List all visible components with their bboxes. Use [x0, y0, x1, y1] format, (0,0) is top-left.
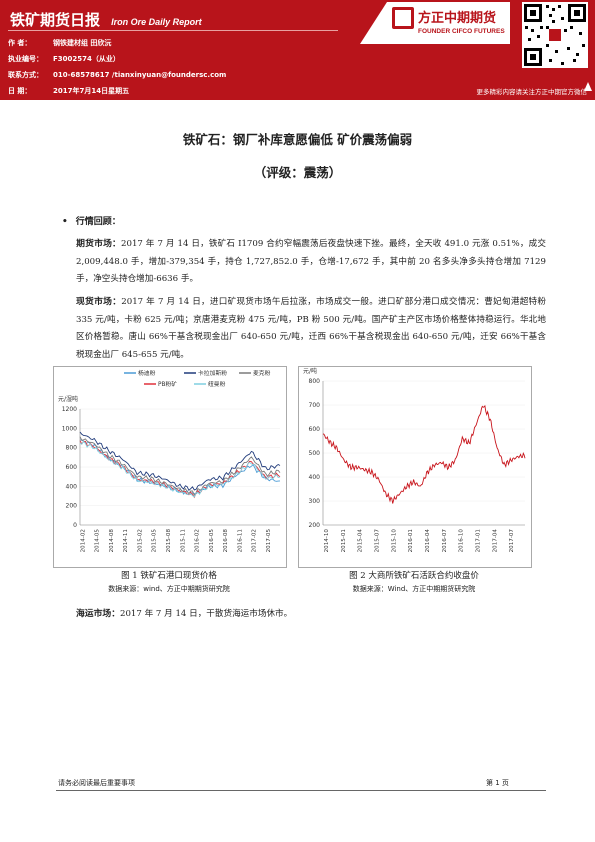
x-tick-label: 2017-04 [492, 529, 498, 553]
x-tick-label: 2015-01 [341, 529, 347, 553]
futures-text: 2017 年 7 月 14 日，铁矿石 I1709 合约窄幅震荡后夜盘快速下挫。… [76, 239, 546, 284]
y-tick-label: 800 [66, 445, 78, 452]
company-logo: 方正中期期货 FOUNDER CIFCO FUTURES [360, 2, 510, 44]
spot-paragraph: 现货市场：2017 年 7 月 14 日，进口矿现货市场午后拉涨，市场成交一般。… [76, 294, 546, 364]
report-title: 铁矿期货日报 [10, 11, 101, 29]
x-tick-label: 2014-02 [80, 529, 86, 552]
series-line [322, 404, 526, 504]
contact-line: 联系方式： 010-68578617 /tianxinyuan@foundersc… [8, 71, 227, 79]
x-tick-label: 2017-01 [476, 529, 482, 553]
x-tick-label: 2015-05 [152, 529, 158, 553]
y-tick-label: 700 [309, 402, 321, 409]
page-number: 第 1 页 [486, 779, 509, 787]
series-line [79, 431, 281, 492]
rating-label: （评级：震荡） [253, 165, 342, 180]
x-tick-label: 2015-04 [358, 529, 364, 553]
series-line [79, 440, 281, 498]
x-tick-label: 2015-02 [137, 529, 143, 552]
x-tick-label: 2014-05 [95, 529, 101, 553]
x-tick-label: 2017-02 [252, 529, 258, 552]
x-tick-label: 2017-07 [509, 529, 515, 553]
shipping-text: 2017 年 7 月 14 日，干散货海运市场休市。 [120, 609, 293, 619]
legend-label: 杨迪粉 [138, 369, 156, 377]
author-line: 作 者： 钢铁建材组 田欣沅 [8, 39, 112, 47]
footer-disclaimer: 请务必阅读最后重要事项 [58, 779, 135, 787]
x-tick-label: 2016-10 [459, 529, 465, 553]
subscribe-note: 更多精彩内容请关注方正中期官方微信 [476, 88, 588, 96]
figure2-caption: 图 2 大商所铁矿石活跃合约收盘价 [349, 571, 479, 581]
x-tick-label: 2016-04 [425, 529, 431, 553]
x-tick-label: 2015-08 [166, 529, 172, 553]
x-tick-label: 2015-07 [375, 529, 381, 553]
spot-label: 现货市场： [76, 297, 122, 307]
series-line [79, 436, 281, 496]
x-tick-label: 2016-08 [223, 529, 229, 553]
y-axis-title: 元/湿吨 [58, 395, 78, 403]
x-tick-label: 2017-05 [266, 529, 272, 553]
article-title: 铁矿石：钢厂补库意愿偏低 矿价震荡偏弱 [182, 132, 413, 147]
chart2-svg: 元/吨 200 300 400 500 600 700 800 2014-10 2015-01 20… [303, 367, 526, 553]
y-axis-title: 元/吨 [303, 367, 317, 375]
figure2-source: 数据来源：Wind、方正中期期货研究院 [352, 585, 476, 593]
x-tick-label: 2015-11 [180, 529, 186, 553]
x-tick-label: 2016-02 [195, 529, 201, 552]
date-line: 日 期： 2017年7月14日星期五 [8, 87, 130, 95]
x-tick-label: 2014-11 [123, 529, 129, 553]
y-tick-label: 200 [66, 503, 78, 510]
x-tick-label: 2015-10 [391, 529, 397, 553]
y-tick-label: 400 [66, 483, 78, 490]
qr-code-icon [522, 2, 588, 68]
x-tick-label: 2014-10 [324, 529, 330, 553]
chart1-svg: 元/湿吨 0 200 400 600 800 1000 1200 2014-02 2014-05 2… [58, 369, 281, 553]
y-tick-label: 500 [309, 450, 321, 457]
y-tick-label: 0 [73, 522, 77, 529]
y-tick-label: 1200 [62, 406, 77, 413]
report-title-en: Iron Ore Daily Report [111, 17, 202, 27]
logo-text-en: FOUNDER CIFCO FUTURES [418, 28, 505, 35]
futures-paragraph: 期货市场：2017 年 7 月 14 日，铁矿石 I1709 合约窄幅震荡后夜盘… [76, 236, 546, 289]
header-divider [8, 30, 338, 31]
x-tick-label: 2016-05 [209, 529, 215, 553]
y-tick-label: 600 [66, 464, 78, 471]
chart-port-spot-price: 元/湿吨 0 200 400 600 800 1000 1200 2014-02 2014-05 2… [53, 366, 287, 568]
figure1-caption: 图 1 铁矿石港口现货价格 [121, 571, 217, 581]
header-title-block: 铁矿期货日报 Iron Ore Daily Report [10, 9, 202, 30]
y-tick-label: 300 [309, 498, 321, 505]
logo-mark-icon [392, 7, 414, 29]
figure1-source: 数据来源：wind、方正中期期货研究院 [108, 585, 230, 593]
shipping-label: 海运市场： [76, 609, 120, 619]
section-heading: • 行情回顾： [62, 217, 121, 227]
spot-text: 2017 年 7 月 14 日，进口矿现货市场午后拉涨，市场成交一般。进口矿部分… [76, 297, 546, 360]
footer-divider [56, 790, 546, 791]
x-tick-label: 2014-08 [109, 529, 115, 553]
header-banner: 铁矿期货日报 Iron Ore Daily Report 作 者： 钢铁建材组 田… [0, 0, 595, 100]
legend-label: PB粉矿 [158, 380, 177, 388]
up-arrow-icon [584, 82, 592, 91]
shipping-paragraph: 海运市场：2017 年 7 月 14 日，干散货海运市场休市。 [76, 606, 546, 624]
license-line: 执业编号： F3002574（从业） [8, 55, 120, 63]
futures-label: 期货市场： [76, 239, 122, 249]
bullet-icon: • [62, 217, 68, 227]
legend-label: 纽曼粉 [208, 380, 226, 388]
chart-dce-contract-price: 元/吨 200 300 400 500 600 700 800 2014-10 2015-01 20… [298, 366, 532, 568]
y-tick-label: 200 [309, 522, 321, 529]
legend-label: 麦克粉 [253, 369, 271, 377]
y-tick-label: 600 [309, 426, 321, 433]
x-tick-label: 2016-01 [408, 529, 414, 553]
x-tick-label: 2016-11 [237, 529, 243, 553]
y-tick-label: 400 [309, 474, 321, 481]
y-tick-label: 1000 [62, 425, 77, 432]
legend-label: 卡拉加斯粉 [198, 369, 227, 377]
logo-text-cn: 方正中期期货 [418, 11, 497, 26]
x-tick-label: 2016-07 [442, 529, 448, 553]
y-tick-label: 800 [309, 378, 321, 385]
